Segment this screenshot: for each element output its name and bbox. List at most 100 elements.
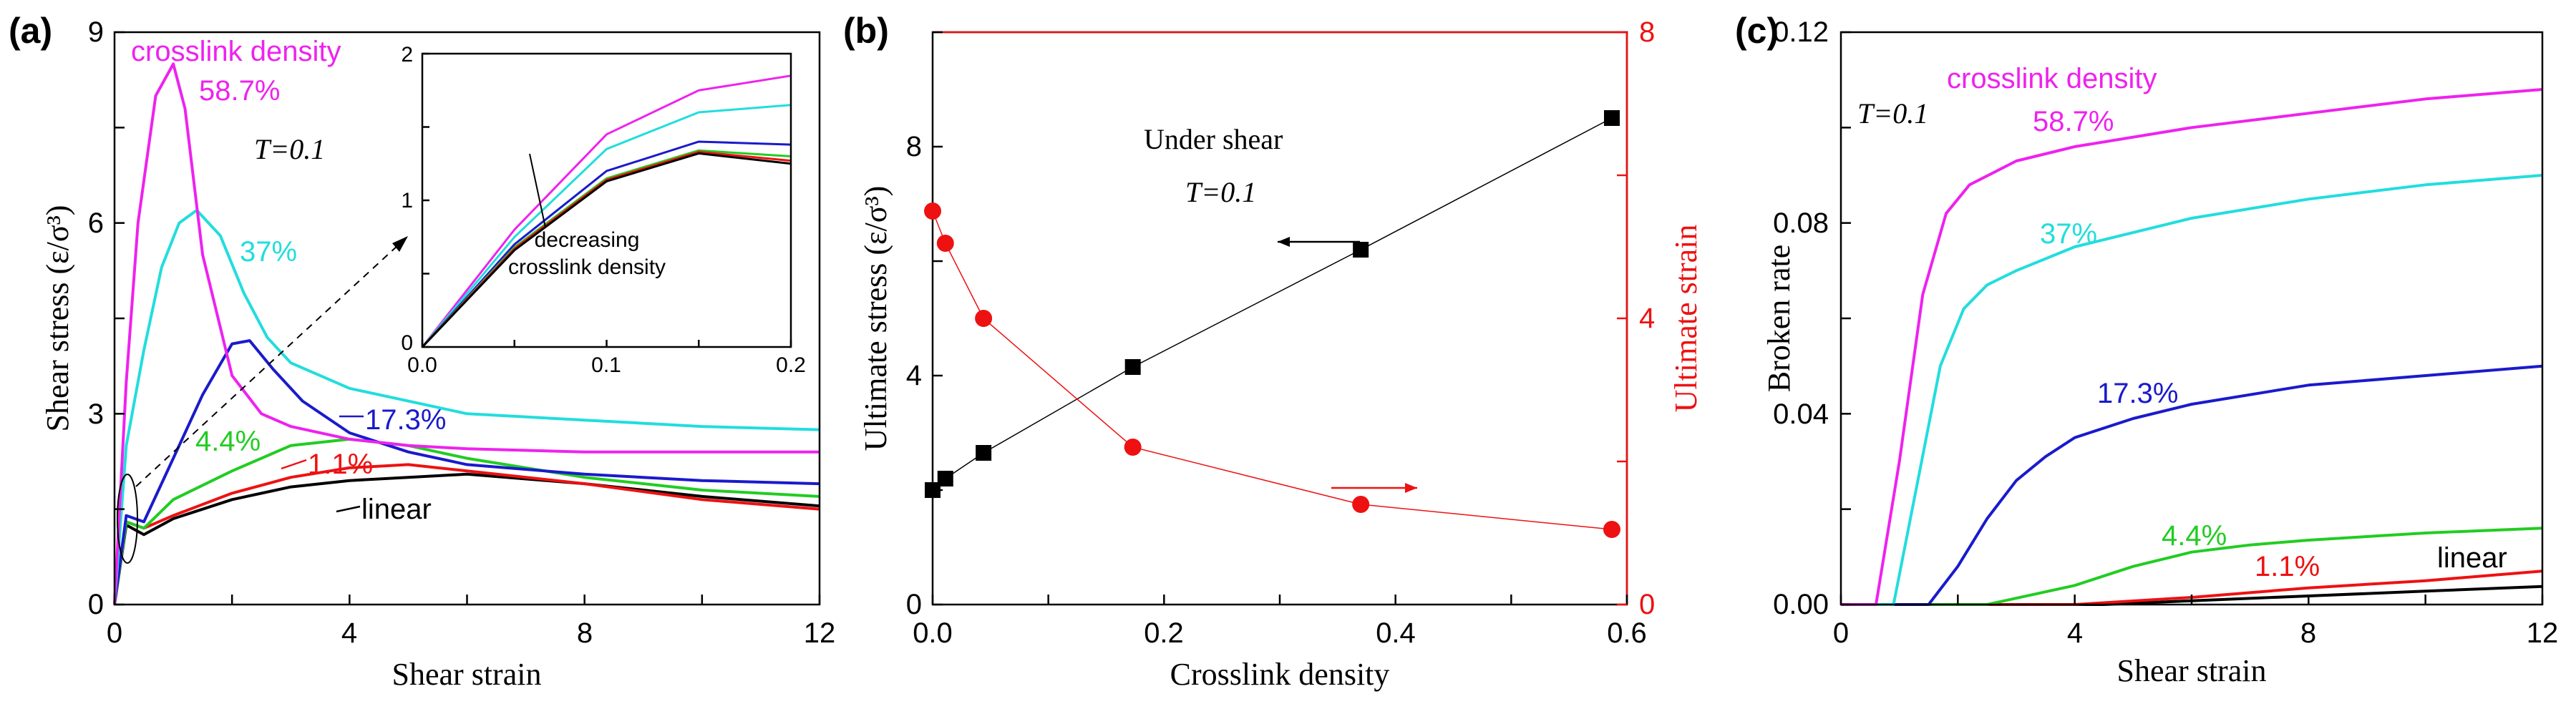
a-series-line-1-1- (113, 463, 820, 605)
b-point-strain-1 (936, 235, 954, 252)
b-arrow-left-head (1278, 237, 1290, 247)
panel-a: (a) 0 3 6 9 0 4 8 12 Shear strain Shear … (9, 11, 835, 692)
c-xtick-12: 12 (2527, 617, 2559, 649)
panel-c-label: (c) (1735, 11, 1779, 51)
a-inset-xtick-2: 0.2 (776, 353, 806, 377)
a-inset-xtick-0: 0.0 (407, 353, 437, 377)
panel-a-series (113, 62, 820, 605)
a-series-line-17-3- (113, 339, 820, 605)
c-label-17-3: 17.3% (2097, 378, 2178, 409)
c-label-4-4: 4.4% (2162, 520, 2227, 552)
b-point-stress-1 (937, 471, 953, 486)
panel-c-ticks (1839, 31, 2544, 606)
c-ylabel: Broken rate (1761, 245, 1797, 392)
b-ylabel-right: Ultimate strain (1668, 225, 1703, 413)
a-zoom-ellipse (117, 474, 138, 564)
b-point-stress-5 (1603, 110, 1620, 126)
a-inset-line-5 (421, 152, 792, 348)
panel-b-ticks (931, 31, 1628, 606)
b-point-stress-2 (976, 445, 992, 461)
b-point-strain-4 (1352, 496, 1370, 513)
a-xtick-12: 12 (804, 617, 836, 649)
a-series-line-37- (113, 208, 820, 605)
a-label-4-4: 4.4% (195, 426, 261, 457)
b-point-strain-3 (1124, 439, 1142, 456)
c-label-linear: linear (2437, 542, 2507, 574)
c-temperature: T=0.1 (1857, 97, 1928, 129)
a-inset-ytick-2: 2 (401, 43, 413, 67)
b-xtick-0-4: 0.4 (1376, 617, 1416, 649)
a-inset-ytick-0: 0 (401, 331, 413, 355)
b-ytick-right-0: 0 (1639, 589, 1655, 620)
b-point-stress-4 (1353, 242, 1369, 258)
a-series-line-4-4- (113, 437, 820, 605)
a-series-line-linear (113, 472, 820, 605)
b-point-stress-0 (925, 482, 941, 498)
a-ytick-6: 6 (88, 207, 104, 239)
b-xtick-0: 0.0 (913, 617, 953, 649)
b-point-strain-2 (975, 310, 993, 327)
a-inset-xtick-1: 0.1 (591, 353, 621, 377)
panel-a-label: (a) (9, 11, 52, 51)
b-text-temperature: T=0.1 (1185, 176, 1256, 208)
b-xlabel: Crosslink density (1170, 657, 1390, 692)
b-point-stress-3 (1124, 359, 1141, 375)
c-label-1-1: 1.1% (2255, 551, 2320, 582)
b-arrow-right-head (1405, 483, 1417, 493)
c-ytick-3: 0.12 (1773, 16, 1829, 48)
c-series-line-58-7- (1841, 88, 2543, 606)
b-ytick-left-0: 0 (906, 589, 922, 620)
a-xlabel: Shear strain (392, 657, 542, 692)
a-zoom-arrowhead (392, 236, 408, 252)
a-label-linear: linear (361, 494, 432, 525)
b-ytick-left-4: 4 (906, 360, 922, 391)
a-ytick-9: 9 (88, 16, 104, 48)
c-series-line-4-4- (1841, 527, 2543, 606)
c-series-line-17-3- (1841, 364, 2543, 606)
b-point-strain-0 (924, 202, 941, 220)
a-inset-background (422, 54, 791, 347)
c-xlabel: Shear strain (2117, 653, 2267, 688)
panel-b-series (924, 110, 1620, 538)
a-inset-note-line1: decreasing (535, 228, 640, 252)
a-inset-series (421, 74, 792, 348)
a-xtick-8: 8 (577, 617, 593, 649)
panel-b-label: (b) (843, 11, 889, 51)
c-series-line-37- (1841, 174, 2543, 606)
a-label-37: 37% (240, 236, 297, 268)
a-xtick-4: 4 (341, 617, 357, 649)
panel-a-ticks (113, 31, 821, 606)
b-ytick-right-4: 4 (1639, 303, 1655, 334)
a-pointer-1-1 (281, 459, 307, 470)
b-ytick-left-8: 8 (906, 131, 922, 162)
a-xtick-0: 0 (107, 617, 122, 649)
b-series-line-0 (932, 117, 1613, 491)
a-inset: 0 1 2 0.0 0.1 0.2 decreasing crosslink d… (401, 43, 806, 377)
c-ytick-0: 0.00 (1773, 589, 1829, 620)
panel-c: (c) 0.00 0.04 0.08 0.12 0 4 8 12 Shear s… (1735, 11, 2558, 688)
b-ytick-right-8: 8 (1639, 16, 1655, 48)
a-ytick-0: 0 (88, 589, 104, 620)
b-ylabel-left: Ultimate stress (ε/σ³) (858, 186, 893, 451)
a-label-1-1: 1.1% (308, 449, 373, 480)
c-ytick-2: 0.08 (1773, 207, 1829, 239)
panel-b: (b) 0 4 8 0 4 8 0.0 0.2 0.4 0.6 Crosslin… (843, 11, 1703, 692)
c-label-37: 37% (2040, 218, 2097, 250)
panel-c-frame (1839, 31, 2544, 606)
b-xtick-0-2: 0.2 (1144, 617, 1184, 649)
a-inset-ytick-1: 1 (401, 189, 413, 212)
a-zoom-arrow (135, 235, 409, 487)
a-temperature: T=0.1 (254, 133, 325, 165)
a-inset-ticks (421, 52, 792, 348)
a-label-17-3: 17.3% (365, 404, 446, 436)
b-point-strain-5 (1603, 521, 1620, 538)
panel-b-frame (931, 31, 1628, 606)
c-annot-title: crosslink density (1947, 63, 2157, 94)
b-xtick-0-6: 0.6 (1607, 617, 1647, 649)
a-inset-pointer (529, 153, 546, 228)
c-xtick-4: 4 (2067, 617, 2083, 649)
c-xtick-8: 8 (2300, 617, 2316, 649)
a-pointer-linear (336, 505, 361, 513)
a-annot-title: crosslink density (131, 36, 341, 67)
